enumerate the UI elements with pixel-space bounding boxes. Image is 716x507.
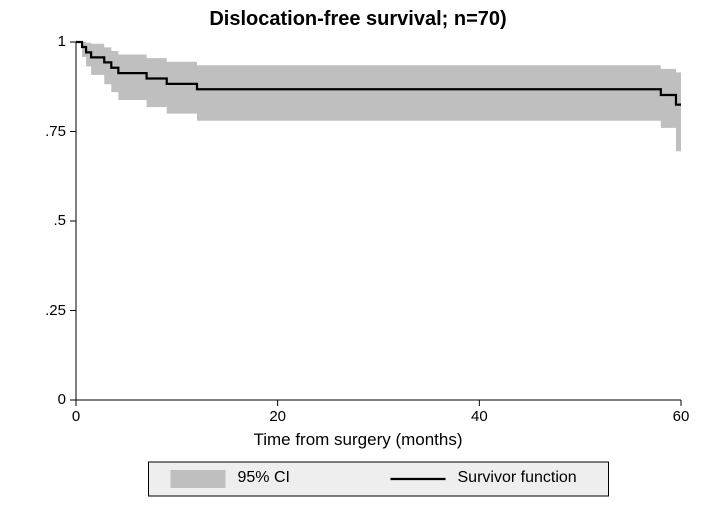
y-ticks: [70, 42, 76, 400]
y-tick-label: .75: [45, 123, 66, 140]
y-tick-label: 0: [58, 391, 66, 408]
plot-group: [70, 42, 681, 496]
x-tick-label: 20: [263, 408, 293, 425]
x-ticks: [76, 400, 681, 406]
km-chart: Dislocation-free survival; n=70) 0.25.5.…: [0, 0, 716, 507]
legend-ci-label: 95% CI: [238, 469, 290, 487]
x-tick-label: 40: [464, 408, 494, 425]
y-tick-label: 1: [58, 33, 66, 50]
legend-line-label: Survivor function: [458, 469, 577, 487]
x-axis-label: Time from surgery (months): [0, 430, 716, 450]
x-tick-label: 0: [61, 408, 91, 425]
y-tick-label: .5: [53, 212, 66, 229]
ci-band: [76, 42, 681, 151]
x-tick-label: 60: [666, 408, 696, 425]
y-tick-label: .25: [45, 302, 66, 319]
legend-ci-swatch: [171, 470, 226, 488]
